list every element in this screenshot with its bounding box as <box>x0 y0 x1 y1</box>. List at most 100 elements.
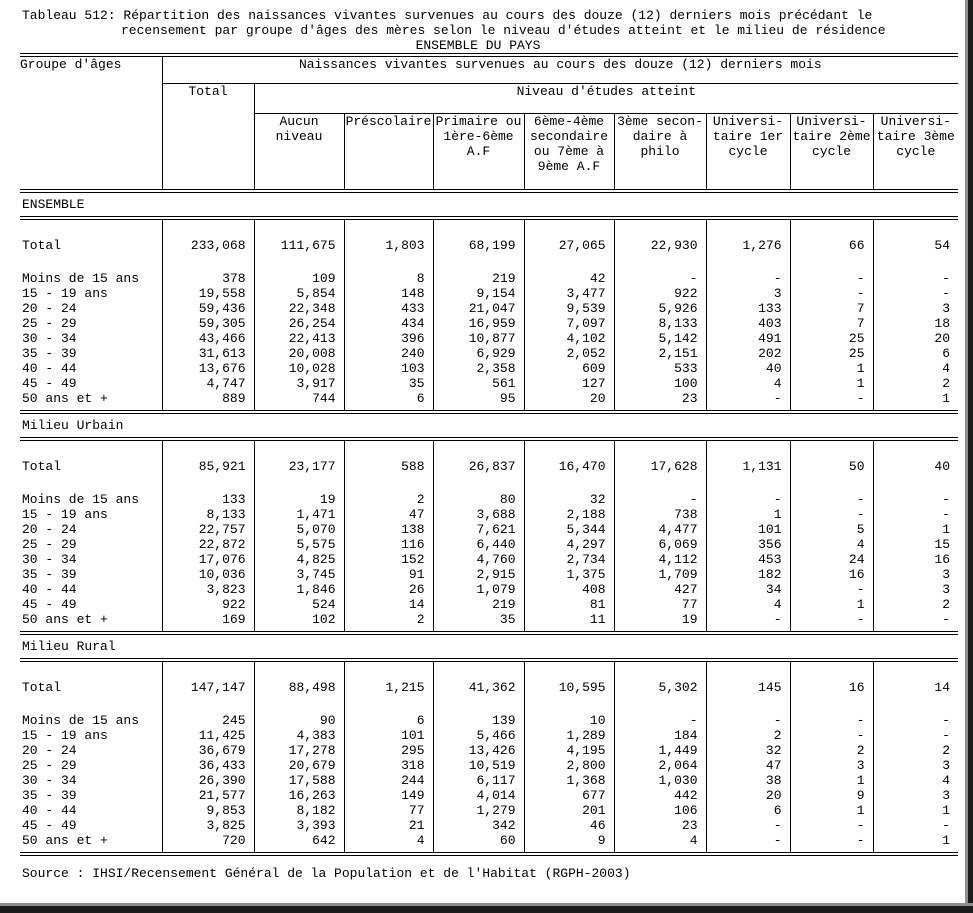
value-cell: 201 <box>523 803 614 818</box>
spacer-row <box>20 220 958 238</box>
value-cell: 2 <box>705 728 790 743</box>
value-cell: - <box>613 713 706 728</box>
value-cell: 133 <box>161 492 254 507</box>
value-cell: - <box>613 271 706 286</box>
value-cell: 4,747 <box>161 376 254 391</box>
value-cell: 1 <box>789 376 873 391</box>
value-cell: 2 <box>872 376 958 391</box>
table-row: 20 - 24 22,757 5,070 138 7,621 5,344 4,477 101 5… <box>20 522 958 537</box>
value-cell: 80 <box>432 492 524 507</box>
value-cell: 7,621 <box>432 522 524 537</box>
value-cell: 202 <box>705 346 790 361</box>
table-row: 25 - 29 36,433 20,679 318 10,519 2,800 2,064 47… <box>20 758 958 773</box>
spacer-row <box>20 441 958 459</box>
row-label: 15 - 19 ans <box>22 507 108 522</box>
value-cell: 4,383 <box>253 728 344 743</box>
value-cell: 2,358 <box>432 361 524 376</box>
value-cell: 19 <box>253 492 344 507</box>
value-cell: 3,823 <box>161 582 254 597</box>
row-label: 40 - 44 <box>22 582 77 597</box>
value-cell: 182 <box>705 567 790 582</box>
value-cell: 6 <box>872 346 958 361</box>
value-cell: 1,289 <box>523 728 614 743</box>
value-cell: 7,097 <box>523 316 614 331</box>
spanning-header-niveau-detudes: Niveau d'études atteint <box>254 83 959 114</box>
value-cell: - <box>705 391 790 406</box>
value-cell: 16 <box>789 680 873 695</box>
value-cell: 2,151 <box>613 346 706 361</box>
value-cell: 109 <box>253 271 344 286</box>
value-cell: 8,133 <box>161 507 254 522</box>
row-label: 35 - 39 <box>22 788 77 803</box>
table-row: 15 - 19 ans 8,133 1,471 47 3,688 2,188 738 1- - <box>20 507 958 522</box>
value-cell: 4 <box>705 597 790 612</box>
column-header-3eme-secondaire-philo: 3ème secon- daire à philo <box>613 113 706 191</box>
section-label: Milieu Urbain <box>20 414 958 441</box>
value-cell: 9,154 <box>432 286 524 301</box>
value-cell: 3,745 <box>253 567 344 582</box>
value-cell: 26,254 <box>253 316 344 331</box>
value-cell: 6,440 <box>432 537 524 552</box>
value-cell: 6,929 <box>432 346 524 361</box>
row-label: 30 - 34 <box>22 773 77 788</box>
value-cell: 133 <box>705 301 790 316</box>
value-cell: - <box>872 713 958 728</box>
row-label: 40 - 44 <box>22 361 77 376</box>
value-cell: 427 <box>613 582 706 597</box>
value-cell: 9 <box>789 788 873 803</box>
value-cell: 3 <box>872 582 958 597</box>
row-label: 30 - 34 <box>22 331 77 346</box>
table-section: ENSEMBLE Total 233,068 111,675 1,803 68,199 2… <box>20 193 958 414</box>
value-cell: 10,877 <box>432 331 524 346</box>
value-cell: 642 <box>253 833 344 848</box>
value-cell: 17,076 <box>161 552 254 567</box>
row-label: 20 - 24 <box>22 522 77 537</box>
value-cell: 3 <box>789 758 873 773</box>
value-cell: 32 <box>523 492 614 507</box>
table-row: 50 ans et +889 744 6 95 20 23- -1 <box>20 391 958 406</box>
value-cell: 3 <box>705 286 790 301</box>
value-cell: 4,102 <box>523 331 614 346</box>
value-cell: 677 <box>523 788 614 803</box>
value-cell: 59,436 <box>161 301 254 316</box>
value-cell: 16,263 <box>253 788 344 803</box>
value-cell: 54 <box>872 238 958 253</box>
value-cell: 111,675 <box>253 238 344 253</box>
table-section: Milieu Urbain Total 85,921 23,177 588 26,837… <box>20 414 958 635</box>
value-cell: 2 <box>343 612 433 627</box>
value-cell: 16 <box>789 567 873 582</box>
value-cell: 20 <box>872 331 958 346</box>
table-row: 25 - 29 59,305 26,254 434 16,959 7,097 8,133 40… <box>20 316 958 331</box>
value-cell: 2,800 <box>523 758 614 773</box>
value-cell: 4,112 <box>613 552 706 567</box>
value-cell: 561 <box>432 376 524 391</box>
value-cell: 139 <box>432 713 524 728</box>
section-label: Milieu Rural <box>20 635 958 662</box>
value-cell: 21,047 <box>432 301 524 316</box>
value-cell: - <box>872 507 958 522</box>
value-cell: 47 <box>343 507 433 522</box>
value-cell: 1,030 <box>613 773 706 788</box>
value-cell: 85,921 <box>161 459 254 474</box>
value-cell: 25 <box>789 331 873 346</box>
table-row: 50 ans et +720 642 4 60 9 4- -1 <box>20 833 958 848</box>
value-cell: - <box>872 271 958 286</box>
value-cell: - <box>872 728 958 743</box>
row-label: 40 - 44 <box>22 803 77 818</box>
value-cell: 101 <box>705 522 790 537</box>
spacer-row <box>20 848 958 854</box>
page-shadow-bottom <box>0 903 973 913</box>
value-cell: 40 <box>872 459 958 474</box>
value-cell: 1,846 <box>253 582 344 597</box>
row-label: 15 - 19 ans <box>22 728 108 743</box>
value-cell: 4 <box>613 833 706 848</box>
section-data-table: Total 147,147 88,498 1,215 41,362 10,595 5,302… <box>20 662 958 856</box>
value-cell: 24 <box>789 552 873 567</box>
value-cell: 41,362 <box>432 680 524 695</box>
row-label: Total <box>22 238 62 253</box>
value-cell: 378 <box>161 271 254 286</box>
document-page: Tableau 512: Répartition des naissances … <box>20 8 959 881</box>
value-cell: 21,577 <box>161 788 254 803</box>
column-header-groupe-dages: Groupe d'âges <box>20 55 163 191</box>
spacer-row <box>20 662 958 680</box>
